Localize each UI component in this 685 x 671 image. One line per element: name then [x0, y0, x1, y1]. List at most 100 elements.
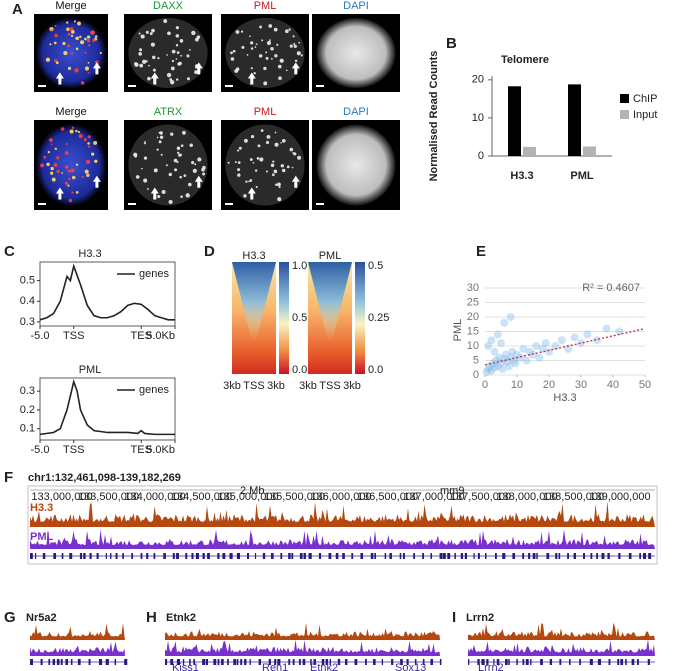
nucleus	[128, 124, 208, 206]
arrow	[92, 62, 101, 75]
chart-title: H3.3	[78, 248, 101, 260]
y-tick-label: 0.2	[20, 404, 35, 416]
focus	[148, 64, 150, 67]
exon	[318, 553, 322, 559]
focus	[84, 66, 90, 71]
exon	[335, 553, 339, 559]
chart-title: PML	[79, 364, 102, 376]
focus	[281, 138, 286, 143]
focus	[87, 61, 90, 64]
exon	[79, 553, 83, 559]
focus	[64, 165, 69, 169]
exon	[430, 659, 434, 665]
focus	[291, 166, 294, 169]
point	[484, 365, 493, 374]
x-tick-label: 10	[511, 379, 523, 391]
exon	[172, 553, 175, 559]
focus	[75, 129, 78, 133]
exon	[505, 659, 508, 665]
focus	[64, 151, 69, 155]
focus	[176, 151, 180, 154]
exon	[236, 553, 241, 559]
panel-label: H	[146, 609, 157, 626]
focus	[227, 161, 230, 164]
point	[497, 339, 505, 348]
coordinate: 134,500,000	[171, 491, 232, 503]
focus	[149, 32, 153, 36]
focus	[50, 166, 54, 171]
focus	[248, 180, 250, 183]
panel-label: F	[4, 469, 13, 486]
exon	[270, 553, 274, 559]
arrow	[92, 175, 101, 188]
focus	[79, 35, 82, 39]
x-tick-label: H3.3	[510, 170, 533, 182]
point	[493, 362, 502, 371]
point	[529, 350, 537, 359]
focus	[266, 134, 271, 139]
colorbar	[279, 262, 289, 374]
exon	[217, 659, 220, 665]
focus	[67, 66, 72, 70]
coordinate: 135,500,000	[264, 491, 325, 503]
exon	[185, 553, 188, 559]
point	[498, 365, 507, 374]
exon	[195, 553, 199, 559]
x-tick-label: 20	[543, 379, 555, 391]
exon	[176, 659, 181, 665]
scale-bar	[128, 203, 136, 205]
focus	[234, 69, 239, 73]
focus	[75, 190, 79, 194]
y-tick-label: 10	[472, 112, 484, 124]
focus	[61, 172, 64, 174]
focus	[67, 32, 71, 36]
focus	[256, 157, 260, 160]
focus	[166, 72, 172, 78]
nucleus	[35, 17, 107, 89]
exon	[477, 659, 480, 665]
exon	[310, 659, 312, 665]
exon	[83, 553, 86, 559]
focus	[265, 170, 269, 173]
focus	[50, 171, 54, 175]
focus	[237, 168, 241, 172]
focus	[90, 30, 95, 35]
focus	[191, 160, 195, 165]
exon	[625, 659, 627, 665]
scale-bar	[225, 203, 233, 205]
exon	[608, 659, 611, 665]
focus	[70, 52, 74, 55]
focus	[92, 38, 96, 42]
focus	[145, 60, 148, 63]
exon	[391, 659, 394, 665]
exon	[607, 553, 610, 559]
arrow	[194, 62, 203, 75]
focus	[54, 33, 58, 38]
heatmap-title: H3.3	[242, 250, 265, 262]
x-tick-label: TSS	[63, 330, 84, 342]
exon	[262, 553, 266, 559]
pml-track	[468, 638, 655, 656]
y-tick-label: 10	[467, 340, 479, 352]
bar	[523, 146, 536, 156]
exon	[52, 659, 56, 665]
focus	[232, 49, 236, 53]
point	[541, 339, 550, 348]
colorbar-tick-label: 0.5	[368, 260, 383, 272]
focus	[157, 194, 161, 199]
focus	[185, 193, 190, 198]
gene-name: Sox13	[395, 662, 426, 671]
focus	[165, 164, 168, 167]
focus	[74, 68, 79, 73]
panel-label: C	[4, 243, 15, 260]
legend-swatch	[620, 94, 629, 103]
focus	[134, 62, 138, 66]
focus	[285, 69, 288, 72]
exon	[236, 659, 239, 665]
y-tick-label: 0.4	[20, 295, 35, 307]
nucleus	[316, 124, 396, 206]
focus	[50, 143, 53, 146]
focus	[176, 78, 179, 81]
focus	[278, 186, 281, 189]
focus	[168, 199, 173, 205]
